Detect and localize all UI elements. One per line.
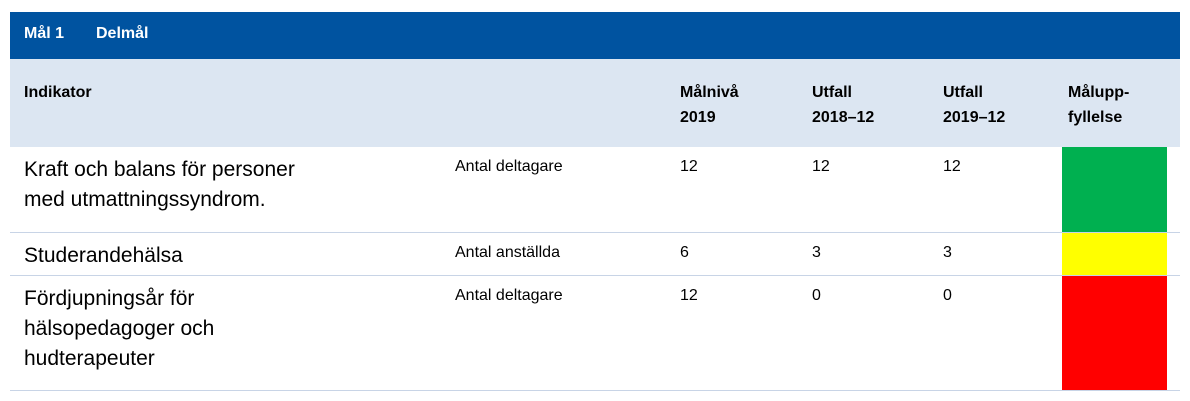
header-line: Utfall bbox=[943, 84, 983, 101]
unit: Antal deltagare bbox=[455, 158, 563, 175]
indicator-line: Studerandehälsa bbox=[24, 244, 183, 267]
target: 6 bbox=[680, 244, 689, 261]
unit: Antal anställda bbox=[455, 244, 560, 261]
result-2019: 3 bbox=[943, 244, 952, 261]
indicator-line: Fördjupningsår för bbox=[24, 287, 195, 310]
header-line: 2019–12 bbox=[943, 109, 1006, 126]
table-row: Studerandehälsa Antal anställda 6 3 3 bbox=[10, 233, 1180, 276]
header-line: 2019 bbox=[680, 109, 716, 126]
unit: Antal deltagare bbox=[455, 287, 563, 304]
header-line: Målupp- bbox=[1068, 84, 1130, 101]
goal: Mål 1 bbox=[24, 25, 65, 42]
header-line: Indikator bbox=[24, 84, 92, 101]
header-line: Utfall bbox=[812, 84, 852, 101]
indicator: Kraft och balans för personer med utmattn… bbox=[24, 155, 295, 215]
result-2018: 12 bbox=[812, 158, 830, 175]
column-header: Utfall 2019–12 bbox=[943, 80, 1005, 130]
target: 12 bbox=[680, 287, 698, 304]
indicator-line: hudterapeuter bbox=[24, 347, 155, 370]
indicator: Studerandehälsa bbox=[24, 241, 183, 271]
header-line: Målnivå bbox=[680, 84, 739, 101]
status-cell bbox=[1062, 147, 1167, 232]
status-cell bbox=[1062, 276, 1167, 390]
indicator-line: hälsopedagoger och bbox=[24, 317, 215, 340]
target: 12 bbox=[680, 158, 698, 175]
result-2018: 3 bbox=[812, 244, 821, 261]
header-line: 2018–12 bbox=[812, 109, 875, 126]
status-cell bbox=[1062, 233, 1167, 275]
indicator-line: med utmattningssyndrom. bbox=[24, 188, 266, 211]
column-header: Indikator bbox=[24, 80, 92, 105]
header-line: fyllelse bbox=[1068, 109, 1123, 126]
column-header: Utfall 2018–12 bbox=[812, 80, 874, 130]
indicator-line: Kraft och balans för personer bbox=[24, 158, 295, 181]
result-2019: 12 bbox=[943, 158, 961, 175]
table-row: Kraft och balans för personer med utmattn… bbox=[10, 147, 1180, 233]
result-2018: 0 bbox=[812, 287, 821, 304]
indicator: Fördjupningsår för hälsopedagoger och hudt… bbox=[24, 284, 214, 374]
table-row: Fördjupningsår för hälsopedagoger och hudt… bbox=[10, 276, 1180, 391]
column-header: Målupp-fyllelse bbox=[1068, 80, 1129, 130]
result-2019: 0 bbox=[943, 287, 952, 304]
column-header: Målnivå 2019 bbox=[680, 80, 739, 130]
title-bar: Mål 1 Delmål bbox=[10, 12, 1180, 59]
subgoal: Delmål bbox=[96, 25, 149, 42]
header-row: Indikator Målnivå 2019 Utfall 2018–12 Utfall 2… bbox=[10, 59, 1180, 147]
